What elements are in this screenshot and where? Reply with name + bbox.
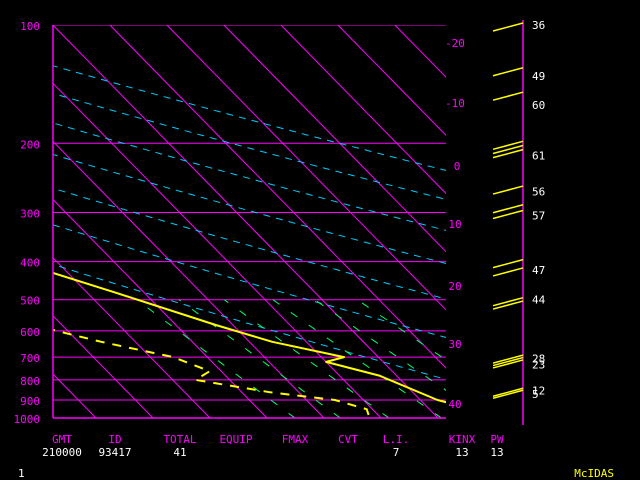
dewpoint-trace [53, 328, 371, 418]
wind-speed-label: 23 [532, 358, 545, 371]
pressure-tick-label: 500 [20, 295, 40, 308]
isotherm-line [53, 315, 154, 418]
wind-barb [492, 267, 524, 277]
isotherm-line [280, 25, 446, 195]
isotherm-line [53, 82, 382, 418]
isotherm-label: 20 [448, 280, 461, 293]
frame-number: 1 [18, 467, 25, 480]
index-header: ID [108, 433, 121, 446]
pressure-tick-label: 100 [20, 20, 40, 33]
dry-adiabat-line [53, 263, 446, 380]
wind-barb [492, 185, 524, 195]
axis-labels: 1002003004005006007008009001000-90-80-70… [14, 20, 615, 480]
wind-barb [492, 387, 524, 397]
isotherm-label: 0 [454, 160, 461, 173]
wind-barb [492, 258, 524, 269]
index-value: 210000 [42, 446, 82, 459]
wind-speed-label: 57 [532, 209, 545, 222]
isotherm-line [337, 25, 446, 137]
wind-speed-label: 60 [532, 99, 545, 112]
mixing-ratio-line [224, 299, 390, 418]
isotherm-line [53, 140, 325, 418]
wind-speed-label: 49 [532, 70, 545, 83]
mixing-ratio-line [136, 299, 296, 418]
plot-frame [52, 25, 446, 419]
wind-speed-label: 12 [532, 384, 545, 397]
isotherm-line [223, 25, 446, 253]
index-header: CVT [338, 433, 358, 446]
wind-speed-label: 44 [532, 294, 546, 307]
wind-speed-label: 36 [532, 19, 545, 32]
pressure-tick-label: 900 [20, 395, 40, 408]
wind-barb [492, 91, 524, 101]
index-value: 13 [490, 446, 503, 459]
pressure-tick-label: 300 [20, 208, 40, 221]
mixing-ratio-line [272, 299, 442, 418]
pressure-tick-label: 1000 [14, 413, 41, 426]
wind-barb [492, 300, 524, 310]
wind-barb [492, 144, 524, 155]
index-value: 93417 [98, 446, 131, 459]
thermo-grid [53, 25, 446, 418]
pressure-tick-label: 800 [20, 375, 40, 388]
dry-adiabat-line [53, 122, 446, 231]
pressure-tick-label: 600 [20, 326, 40, 339]
pressure-tick-label: 400 [20, 257, 40, 270]
temperature-trace [53, 271, 446, 404]
wind-speed-label: 5 [532, 388, 539, 401]
wind-barb [492, 203, 524, 214]
wind-speed-label: 28 [532, 352, 545, 365]
index-value: 13 [455, 446, 468, 459]
isotherm-line [53, 257, 211, 418]
dry-adiabat-line [53, 92, 446, 200]
isotherm-label: -10 [445, 97, 465, 110]
index-header: L.I. [383, 433, 410, 446]
sounding-traces [53, 271, 446, 418]
pressure-tick-label: 700 [20, 352, 40, 365]
wind-speed-label: 61 [532, 150, 545, 163]
wind-barb [492, 389, 524, 399]
wind-speed-label: 47 [532, 264, 545, 277]
isotherm-label: 10 [448, 218, 461, 231]
wind-barb [492, 356, 524, 367]
dry-adiabat-line [53, 224, 446, 338]
isotherm-line [53, 25, 439, 418]
isotherm-label: 30 [448, 338, 461, 351]
wind-speed-label: 56 [532, 185, 545, 198]
wind-barb [492, 67, 524, 77]
isotherm-line [53, 198, 268, 418]
index-header: PW [490, 433, 504, 446]
mcidas-brand: McIDAS [574, 467, 614, 480]
index-header: FMAX [282, 433, 309, 446]
index-value: 41 [173, 446, 186, 459]
wind-barb [492, 22, 524, 32]
isotherm-label: 40 [448, 398, 461, 411]
index-header: GMT [52, 433, 72, 446]
wind-barb [492, 354, 524, 364]
wind-barb [492, 296, 524, 307]
wind-barb [492, 148, 524, 159]
mixing-ratio-line [178, 299, 341, 418]
pressure-tick-label: 200 [20, 138, 40, 151]
wind-barb [492, 359, 524, 369]
wind-barb [492, 140, 524, 151]
index-header: TOTAL [163, 433, 196, 446]
index-header: KINX [449, 433, 476, 446]
isotherm-label: -20 [445, 37, 465, 50]
index-header: EQUIP [219, 433, 252, 446]
wind-barb [492, 209, 524, 220]
index-value: 7 [393, 446, 400, 459]
isotherm-line [109, 25, 446, 369]
isotherm-line [166, 25, 446, 311]
